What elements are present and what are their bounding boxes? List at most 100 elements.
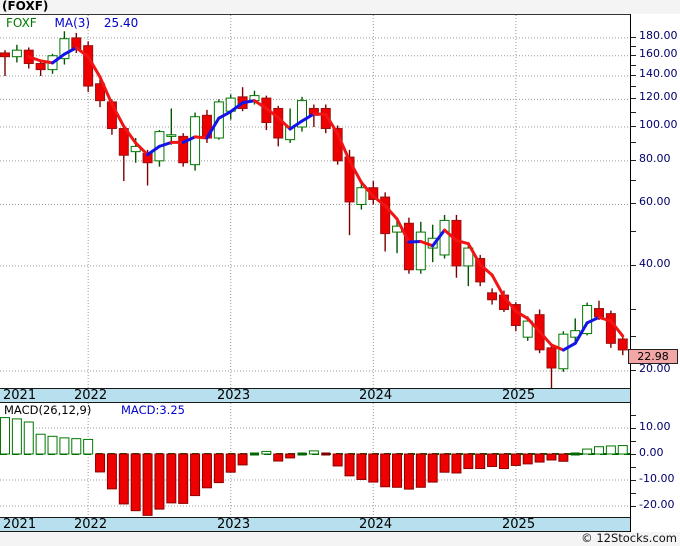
ma3-line-segment — [86, 55, 102, 79]
ma3-line-segment — [383, 204, 399, 221]
copyright-link[interactable]: © 12Stocks.com — [581, 531, 677, 545]
ma3-line-segment — [407, 239, 423, 244]
ma3-line-segment — [181, 135, 197, 144]
candle-body — [83, 45, 94, 87]
macd-axis-label: 10.00 — [639, 420, 671, 433]
ma3-line-segment — [276, 116, 292, 131]
ma3-line-segment — [443, 228, 458, 242]
ma3-line-segment — [549, 343, 565, 352]
macd-bar-negative — [213, 453, 224, 484]
candle-body — [344, 156, 355, 203]
macd-bar-negative — [130, 453, 141, 512]
axis-tick — [631, 98, 636, 99]
macd-bar-negative — [356, 453, 367, 480]
ma3-line-segment — [300, 112, 316, 123]
axis-tick — [631, 112, 636, 113]
macd-bar-flat — [570, 452, 580, 456]
ma3-line-segment — [241, 99, 256, 105]
ma3-line-segment — [514, 309, 530, 321]
macd-bar-positive — [47, 435, 58, 455]
price-axis-label: 80.00 — [639, 151, 671, 165]
candle-body — [617, 338, 628, 351]
ma3-line-segment — [62, 46, 78, 56]
macd-bar-negative — [380, 453, 391, 488]
axis-tick — [631, 160, 636, 161]
ma3-line-segment — [157, 140, 173, 148]
candle-body — [11, 49, 22, 58]
candle-body — [368, 187, 379, 200]
macd-bar-negative — [154, 453, 165, 510]
macd-bar-negative — [403, 453, 414, 490]
candle-body — [605, 313, 616, 344]
macd-bar-negative — [95, 453, 106, 473]
ma3-line-segment — [585, 315, 601, 325]
axis-tick — [631, 336, 636, 337]
macd-bar-negative — [463, 453, 474, 470]
macd-bar-flat — [249, 452, 259, 456]
axis-tick — [631, 126, 636, 127]
price-axis-label: 180.00 — [639, 28, 678, 42]
year-label-2022: 2022 — [74, 388, 108, 403]
ma3-line-segment — [561, 341, 577, 352]
axis-tick — [631, 506, 636, 507]
candle-body — [35, 63, 46, 71]
ma3-line-segment — [252, 99, 268, 110]
ma3-line-segment — [538, 330, 553, 347]
ma3-line-segment — [288, 119, 304, 131]
ma3-line-segment — [122, 124, 138, 145]
macd-bar-negative — [344, 453, 355, 477]
macd-bar-negative — [237, 453, 248, 466]
price-legend: FOXF MA(3) 25.40 — [6, 17, 138, 29]
macd-bar-negative — [558, 453, 569, 462]
price-axis-label: 160.00 — [639, 46, 678, 60]
axis-tick — [631, 203, 636, 204]
ma3-line-segment — [573, 321, 589, 345]
macd-bar-negative — [166, 453, 177, 504]
candlestick-chart — [0, 15, 630, 388]
ma3-line-segment — [264, 106, 280, 120]
year-label-2022: 2022 — [74, 517, 108, 532]
macd-bar-negative — [106, 453, 117, 490]
macd-legend-value: MACD:3.25 — [121, 403, 185, 417]
axis-tick — [631, 454, 636, 455]
ma3-line-segment — [478, 263, 494, 277]
macd-bar-positive — [594, 446, 604, 455]
macd-bar-positive — [11, 418, 22, 455]
ma3-line-segment — [193, 135, 209, 140]
ma3-line-segment — [359, 181, 375, 198]
year-label-2023: 2023 — [217, 388, 251, 403]
candle-body — [594, 308, 604, 318]
ma3-line-segment — [454, 238, 470, 246]
ma3-line-segment — [324, 112, 340, 136]
macd-bar-negative — [273, 453, 284, 462]
ma3-line-segment — [27, 55, 43, 63]
axis-tick — [631, 265, 636, 266]
axis-tick — [631, 309, 636, 310]
macd-bar-negative — [427, 453, 438, 483]
macd-bar-negative — [510, 453, 521, 466]
candle-body — [320, 107, 331, 130]
macd-bar-flat — [297, 452, 307, 456]
axis-tick — [631, 467, 636, 468]
macd-bar-negative — [487, 453, 498, 467]
macd-legend-label: MACD(26,12,9) — [4, 403, 92, 417]
axis-tick — [631, 370, 636, 371]
macd-bar-negative — [392, 453, 403, 488]
ma3-line-segment — [205, 116, 221, 140]
ma3-line-segment — [229, 101, 245, 114]
axis-tick — [631, 428, 636, 429]
macd-panel: MACD(26,12,9) MACD:3.25 — [0, 403, 630, 517]
price-axis: 180.00 160.00 140.00 120.00 100.00 80.00 60.00… — [630, 14, 680, 532]
macd-bar-negative — [178, 453, 189, 504]
candle-body — [59, 38, 70, 60]
ma3-line-segment — [490, 273, 506, 299]
candle-body — [463, 247, 474, 267]
legend-symbol: FOXF — [6, 16, 37, 30]
macd-bar-negative — [285, 453, 296, 459]
ma3-line-segment — [51, 52, 66, 65]
candle-body — [546, 347, 557, 369]
candle-body — [356, 187, 367, 205]
candle-body — [403, 222, 414, 271]
macd-bar-negative — [332, 453, 343, 467]
legend-ma-value: 25.40 — [103, 16, 139, 30]
